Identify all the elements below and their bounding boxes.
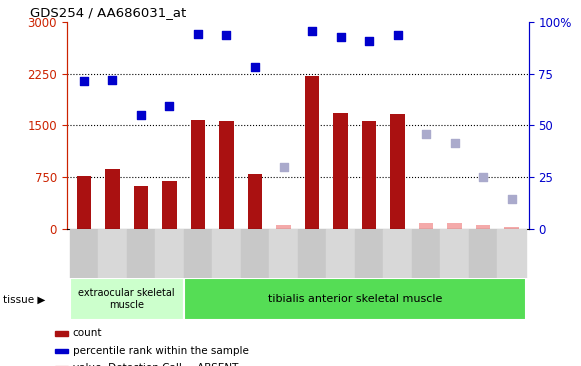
Bar [98, 229, 127, 278]
Bar [497, 229, 526, 278]
Point [108, 77, 117, 83]
Text: tibialis anterior skeletal muscle: tibialis anterior skeletal muscle [268, 294, 442, 304]
Point [450, 140, 459, 146]
Bar [333, 113, 347, 229]
Text: count: count [73, 328, 102, 339]
Bar [55, 349, 67, 353]
Bar [269, 229, 297, 278]
Point [279, 164, 288, 170]
Bar [105, 169, 120, 229]
Point [336, 34, 345, 40]
Bar [184, 229, 212, 278]
Point [507, 196, 517, 202]
Bar [155, 229, 184, 278]
Bar [184, 278, 526, 320]
Bar [134, 186, 148, 229]
Bar [70, 229, 98, 278]
Bar [70, 278, 184, 320]
Bar [412, 229, 440, 278]
Bar [476, 225, 490, 229]
Point [193, 31, 203, 37]
Bar [390, 114, 405, 229]
Bar [220, 120, 234, 229]
Bar [248, 173, 262, 229]
Bar [212, 229, 241, 278]
Bar [362, 121, 376, 229]
Point [364, 38, 374, 44]
Point [478, 174, 487, 180]
Bar [277, 225, 290, 229]
Text: GDS254 / AA686031_at: GDS254 / AA686031_at [30, 6, 186, 19]
Bar [327, 229, 355, 278]
Point [393, 32, 402, 38]
Bar [305, 76, 319, 229]
Bar [469, 229, 497, 278]
Bar [355, 229, 383, 278]
Bar [162, 181, 177, 229]
Bar [77, 176, 91, 229]
Bar [241, 229, 269, 278]
Bar [383, 229, 412, 278]
Bar [447, 223, 462, 229]
Text: value, Detection Call = ABSENT: value, Detection Call = ABSENT [73, 363, 238, 366]
Text: extraocular skeletal
muscle: extraocular skeletal muscle [78, 288, 175, 310]
Text: percentile rank within the sample: percentile rank within the sample [73, 346, 249, 356]
Point [421, 131, 431, 137]
Bar [298, 229, 327, 278]
Point [79, 78, 88, 83]
Point [307, 28, 317, 34]
Bar [127, 229, 155, 278]
Point [137, 112, 146, 118]
Bar [419, 223, 433, 229]
Point [165, 103, 174, 109]
Point [222, 32, 231, 38]
Bar [504, 227, 519, 229]
Bar [191, 120, 205, 229]
Point [250, 64, 260, 70]
Text: tissue ▶: tissue ▶ [3, 294, 45, 305]
Bar [55, 331, 67, 336]
Bar [440, 229, 469, 278]
